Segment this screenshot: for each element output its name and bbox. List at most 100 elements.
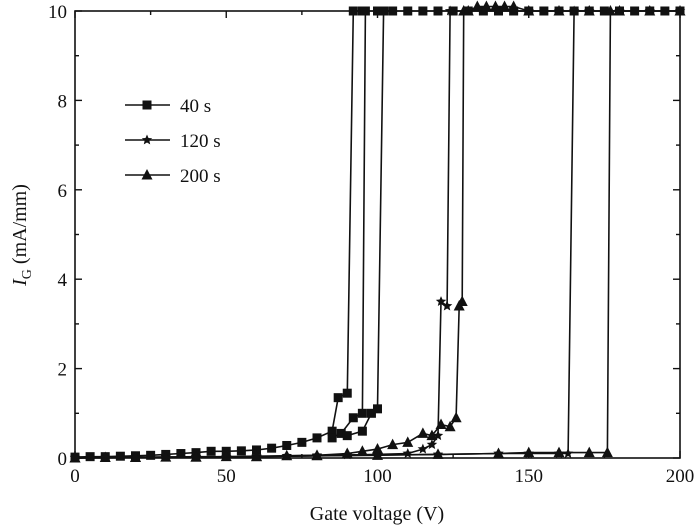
- data-point: [426, 429, 438, 441]
- y-axis-title-unit: (mA/mm): [9, 184, 31, 269]
- data-point: [462, 5, 474, 16]
- y-tick-label: 2: [58, 360, 68, 381]
- data-point: [373, 404, 382, 414]
- series-line: [74, 10, 575, 459]
- y-tick-label: 10: [48, 2, 67, 23]
- data-point: [373, 6, 382, 16]
- legend-marker: [141, 169, 153, 180]
- legend-item: 40 s: [125, 96, 211, 117]
- data-point: [190, 451, 202, 462]
- y-tick-label: 0: [58, 449, 68, 470]
- data-point: [471, 0, 483, 12]
- data-point: [417, 427, 429, 438]
- tick-labels: 0 50 100 150 200 0 2 4 6 8 10: [48, 2, 694, 487]
- series-2: [69, 0, 686, 463]
- data-point: [583, 5, 595, 16]
- data-point: [403, 6, 413, 16]
- data-point: [281, 449, 293, 461]
- y-tick-label: 6: [58, 181, 68, 202]
- data-point: [432, 448, 444, 459]
- data-point: [348, 413, 358, 423]
- data-point: [372, 443, 383, 454]
- y-axis-title-main: I: [9, 278, 31, 287]
- x-tick-label: 150: [515, 466, 544, 487]
- data-point: [674, 5, 686, 16]
- data-point: [433, 6, 443, 16]
- series-line: [331, 10, 367, 439]
- data-point: [480, 0, 492, 12]
- data-point: [357, 408, 367, 418]
- data-point: [252, 445, 261, 455]
- data-point: [348, 6, 358, 16]
- legend-marker: [142, 100, 152, 110]
- data-point: [297, 437, 307, 447]
- data-point: [583, 446, 595, 458]
- data-point: [441, 300, 453, 311]
- data-point: [402, 448, 413, 458]
- data-point: [356, 445, 368, 456]
- data-point: [206, 446, 216, 456]
- data-point: [493, 447, 504, 459]
- series-line: [74, 10, 612, 459]
- data-point: [251, 450, 262, 462]
- y-tick-label: 4: [58, 270, 68, 291]
- data-point: [644, 5, 656, 16]
- data-point: [601, 446, 613, 458]
- x-tick-label: 0: [70, 466, 80, 487]
- data-point: [379, 6, 389, 16]
- data-point: [327, 433, 337, 443]
- data-point: [372, 449, 383, 460]
- data-point: [146, 450, 156, 460]
- legend-label: 40 s: [180, 96, 211, 117]
- data-point: [387, 438, 399, 450]
- data-point: [267, 443, 277, 453]
- data-point: [160, 451, 172, 462]
- data-point: [604, 5, 616, 16]
- data-point: [418, 6, 428, 16]
- data-point: [342, 388, 352, 398]
- data-point: [523, 5, 535, 16]
- data-point: [508, 0, 520, 12]
- y-axis-title: IG (mA/mm): [9, 184, 35, 287]
- legend-marker: [141, 134, 153, 145]
- x-tick-label: 200: [666, 466, 695, 487]
- data-point: [342, 431, 352, 441]
- data-point: [435, 296, 447, 306]
- data-point: [360, 6, 370, 16]
- series-layer: [69, 0, 686, 463]
- data-point: [388, 6, 398, 16]
- data-point: [176, 449, 186, 459]
- data-point: [553, 5, 565, 16]
- data-point: [444, 5, 456, 16]
- data-point: [236, 446, 246, 456]
- data-point: [450, 411, 462, 423]
- legend-label: 200 s: [180, 166, 221, 187]
- legend-item: 120 s: [125, 131, 221, 152]
- data-point: [336, 428, 346, 438]
- legend: 40 s 120 s 200 s: [125, 96, 221, 187]
- data-point: [499, 0, 511, 12]
- data-point: [333, 393, 343, 403]
- x-tick-label: 100: [363, 466, 392, 487]
- data-point: [444, 420, 456, 432]
- data-point: [311, 449, 323, 461]
- data-point: [130, 451, 141, 463]
- data-point: [435, 418, 447, 429]
- series-0: [70, 6, 685, 462]
- legend-label: 120 s: [180, 131, 221, 152]
- x-axis-title: Gate voltage (V): [310, 503, 444, 525]
- data-point: [426, 439, 438, 449]
- y-axis-title-sub: G: [20, 269, 35, 279]
- data-point: [456, 295, 468, 307]
- y-tick-label: 8: [58, 91, 68, 112]
- data-point: [417, 443, 429, 454]
- data-point: [85, 452, 95, 462]
- data-point: [366, 408, 376, 418]
- data-point: [523, 446, 535, 458]
- legend-item: 200 s: [125, 166, 221, 187]
- data-point: [489, 0, 501, 12]
- data-point: [69, 452, 81, 463]
- data-point: [402, 436, 414, 447]
- data-point: [282, 440, 292, 450]
